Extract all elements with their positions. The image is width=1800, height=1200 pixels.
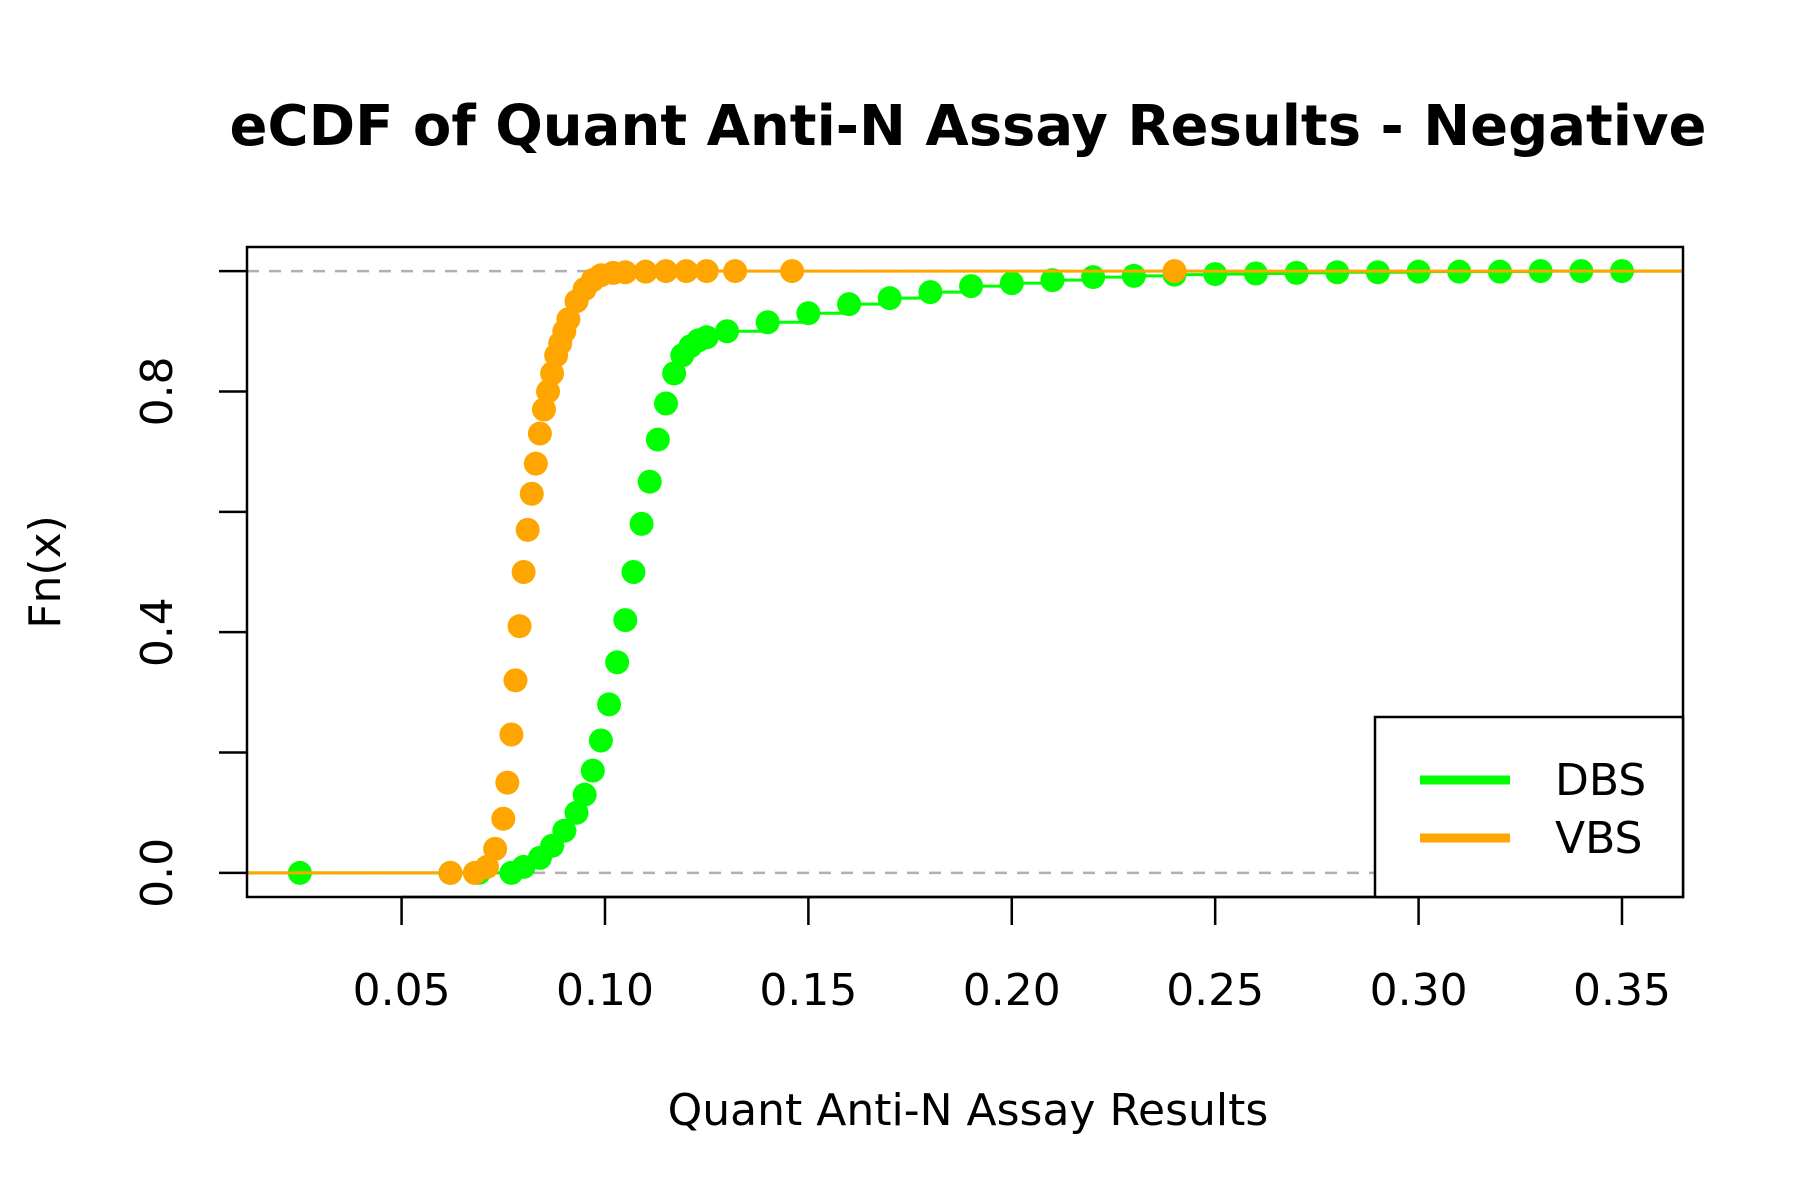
data-point — [1162, 259, 1187, 284]
data-point — [1243, 261, 1268, 286]
data-point — [715, 319, 740, 344]
data-point — [674, 259, 699, 284]
data-point — [796, 301, 821, 326]
data-point — [780, 259, 805, 284]
y-axis: 0.0 0.4 0.8 — [132, 269, 247, 908]
data-point — [637, 469, 662, 494]
data-point — [959, 274, 984, 299]
series-vbs — [247, 259, 1683, 885]
y-tick-label: 0.4 — [132, 597, 183, 667]
data-point — [633, 259, 658, 284]
data-point — [491, 806, 516, 831]
series-layer — [247, 259, 1683, 885]
data-point — [523, 451, 548, 476]
x-tick-label: 0.10 — [556, 965, 654, 1016]
data-point — [511, 560, 536, 584]
chart-title: eCDF of Quant Anti-N Assay Results - Neg… — [230, 94, 1707, 159]
y-axis-title: Fn(x) — [20, 515, 71, 629]
data-point — [755, 310, 780, 335]
data-point — [580, 758, 605, 783]
data-point — [556, 307, 581, 332]
data-point — [475, 854, 500, 879]
data-point — [564, 800, 589, 825]
data-point — [540, 361, 565, 386]
data-point — [621, 560, 646, 584]
data-point — [499, 722, 524, 747]
data-point — [1040, 268, 1065, 293]
x-tick-label: 0.35 — [1573, 965, 1671, 1016]
legend-box — [1373, 715, 1685, 899]
legend: DBS VBS — [1373, 715, 1685, 899]
data-point — [662, 361, 687, 386]
data-point — [605, 650, 630, 675]
data-point — [1121, 263, 1146, 288]
data-point — [694, 325, 719, 350]
legend-label-dbs: DBS — [1555, 755, 1646, 806]
x-axis-title: Quant Anti-N Assay Results — [668, 1085, 1269, 1136]
x-tick-label: 0.25 — [1166, 965, 1264, 1016]
data-point — [723, 259, 748, 284]
data-point — [613, 260, 638, 285]
data-point — [503, 668, 528, 693]
data-point — [588, 728, 613, 753]
data-point — [597, 692, 622, 717]
y-tick-label: 0.8 — [132, 356, 183, 426]
data-point — [645, 427, 670, 452]
data-point — [654, 391, 679, 416]
data-point — [1081, 265, 1106, 290]
data-point — [918, 280, 943, 305]
data-point — [519, 481, 544, 506]
x-tick-label: 0.15 — [759, 965, 857, 1016]
x-axis: 0.05 0.10 0.15 0.20 0.25 0.30 0.35 — [353, 895, 1671, 1016]
data-point — [613, 608, 638, 633]
data-point — [531, 397, 556, 422]
data-point — [572, 782, 597, 807]
data-point — [483, 836, 508, 861]
data-point — [438, 860, 463, 885]
x-tick-label: 0.05 — [353, 965, 451, 1016]
data-point — [629, 511, 654, 536]
data-point — [837, 292, 862, 317]
data-point — [694, 259, 719, 284]
data-point — [507, 614, 532, 639]
y-tick-label: 0.0 — [132, 838, 183, 908]
plot-area — [245, 245, 1685, 899]
data-point — [1203, 262, 1228, 287]
data-point — [1284, 260, 1309, 285]
data-point — [527, 421, 552, 446]
legend-label-vbs: VBS — [1555, 813, 1642, 864]
data-point — [999, 271, 1024, 296]
data-point — [877, 286, 902, 311]
x-tick-label: 0.20 — [963, 965, 1061, 1016]
x-tick-label: 0.30 — [1370, 965, 1468, 1016]
data-point — [654, 259, 679, 284]
data-point — [515, 517, 540, 542]
data-point — [552, 818, 577, 843]
data-point — [536, 379, 561, 404]
data-point — [495, 770, 520, 795]
